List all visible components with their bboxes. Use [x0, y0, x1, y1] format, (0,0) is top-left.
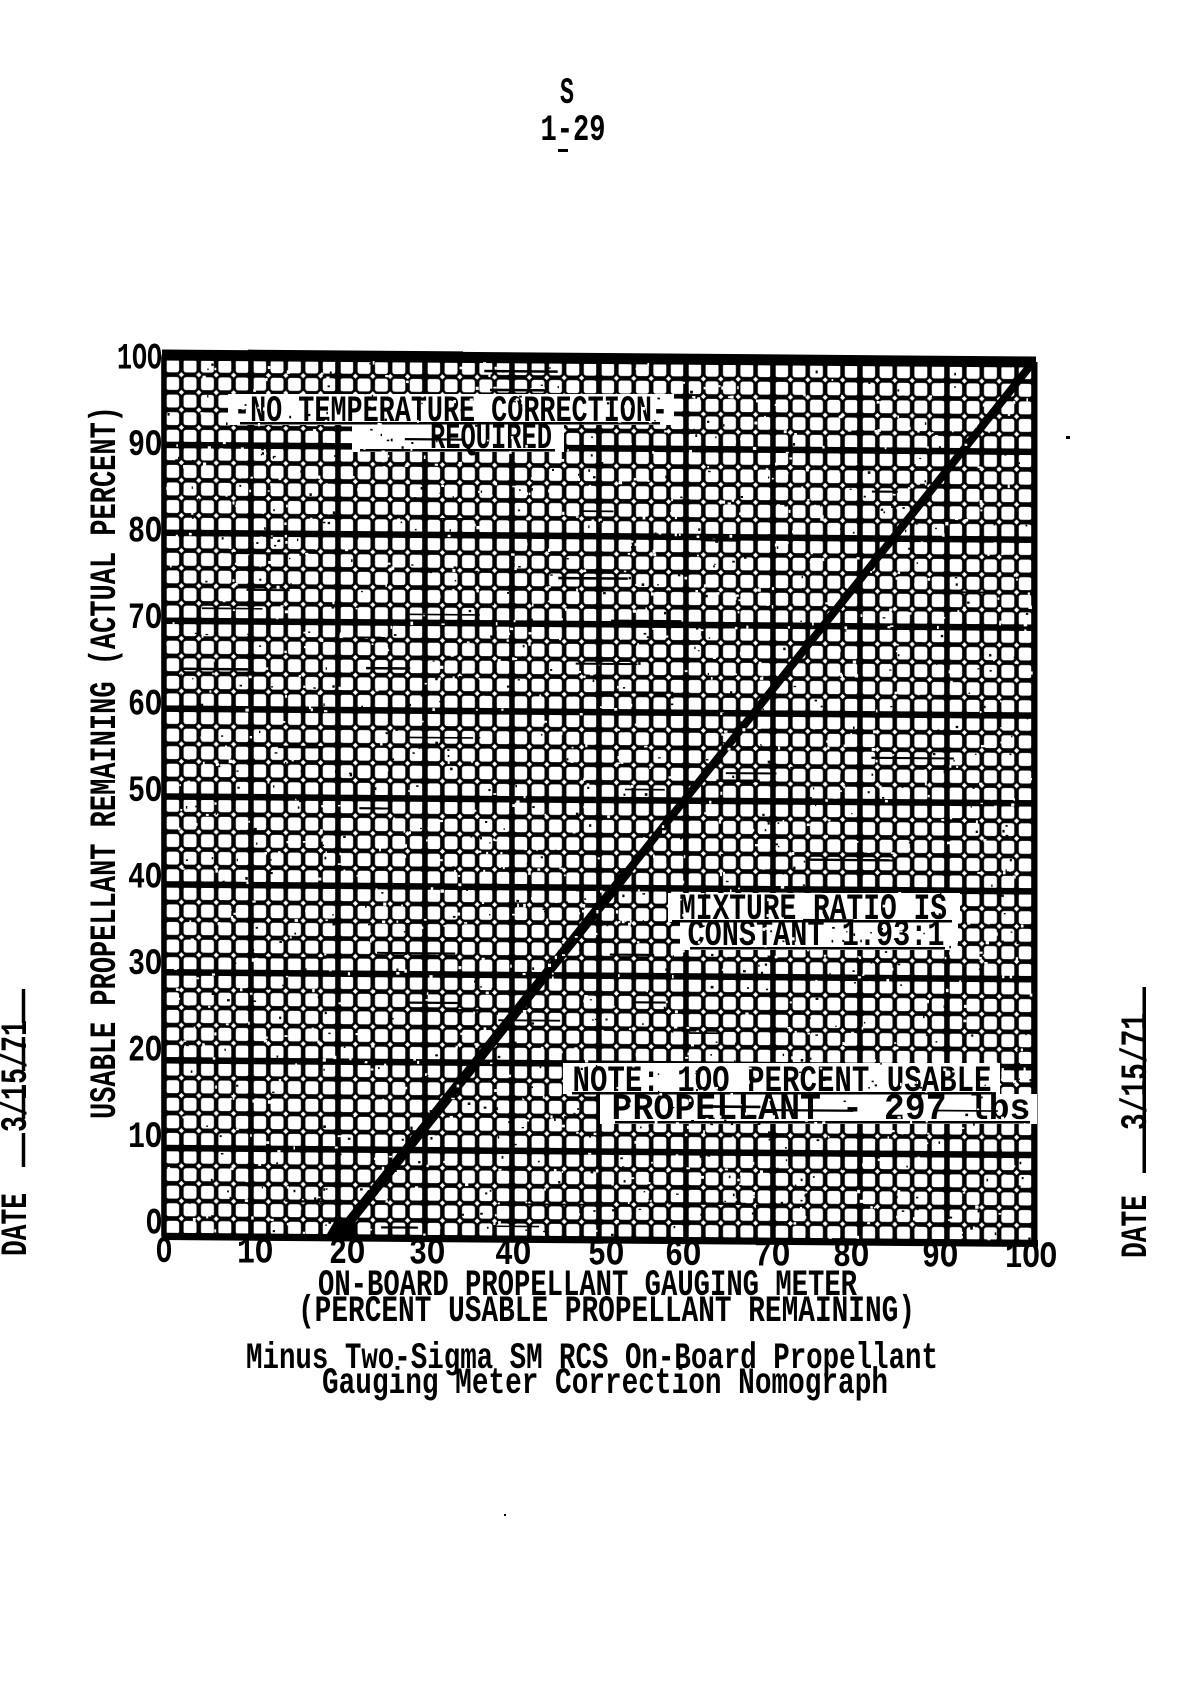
svg-text:(PERCENT USABLE PROPELLANT REM: (PERCENT USABLE PROPELLANT REMAINING): [298, 1291, 915, 1333]
svg-text:USABLE PROPELLANT REMAINING (A: USABLE PROPELLANT REMAINING (ACTUAL PERC…: [85, 406, 127, 1119]
svg-text:5O: 5O: [588, 1235, 624, 1277]
svg-text:8O: 8O: [128, 512, 162, 554]
svg-text:S: S: [560, 73, 574, 115]
svg-text:3O: 3O: [409, 1234, 445, 1276]
svg-text:1OO: 1OO: [117, 339, 162, 381]
svg-text:9O: 9O: [128, 425, 162, 467]
svg-text:4O: 4O: [128, 858, 162, 900]
svg-text:3O: 3O: [128, 944, 162, 986]
svg-text:6O: 6O: [128, 685, 162, 727]
svg-text:1O: 1O: [237, 1233, 273, 1275]
svg-text:CONSTANT 1.93:1: CONSTANT 1.93:1: [688, 915, 945, 957]
svg-text:7O: 7O: [754, 1236, 790, 1278]
svg-text:DATE: DATE: [0, 1193, 38, 1256]
svg-text:2O: 2O: [329, 1233, 365, 1275]
svg-text:1-29: 1-29: [541, 110, 606, 152]
svg-text:ON-BOARD PROPELLANT GAUGING ME: ON-BOARD PROPELLANT GAUGING METER: [318, 1265, 858, 1307]
svg-text:9O: 9O: [922, 1237, 958, 1279]
svg-text:O: O: [146, 1204, 162, 1246]
svg-text:Gauging Meter Correction Nomog: Gauging Meter Correction Nomograph: [322, 1363, 888, 1405]
svg-text:1OO: 1OO: [1005, 1237, 1057, 1279]
svg-text:4O: 4O: [495, 1234, 531, 1276]
svg-text:5O: 5O: [128, 771, 162, 813]
svg-text:NOTE: 1OO PERCENT USABLE: NOTE: 1OO PERCENT USABLE: [573, 1061, 992, 1103]
svg-text:MIXTURE RATIO IS: MIXTURE RATIO IS: [679, 889, 947, 931]
svg-text:3/15/71: 3/15/71: [1116, 1013, 1158, 1130]
svg-text:DATE: DATE: [1116, 1195, 1158, 1258]
svg-text:7O: 7O: [128, 598, 162, 640]
svg-text:Minus Two-Sigma SM RCS On-Boar: Minus Two-Sigma SM RCS On-Board Propella…: [246, 1338, 938, 1380]
svg-text:O: O: [156, 1232, 172, 1274]
svg-text:6O: 6O: [665, 1235, 701, 1277]
svg-text:-NO TEMPERATURE CORRECTION-: -NO TEMPERATURE CORRECTION-: [234, 391, 668, 433]
svg-text:1O: 1O: [128, 1117, 162, 1159]
svg-text:3/15/71: 3/15/71: [0, 1020, 38, 1132]
svg-text:8O: 8O: [833, 1236, 869, 1278]
svg-text:2O: 2O: [128, 1031, 162, 1073]
